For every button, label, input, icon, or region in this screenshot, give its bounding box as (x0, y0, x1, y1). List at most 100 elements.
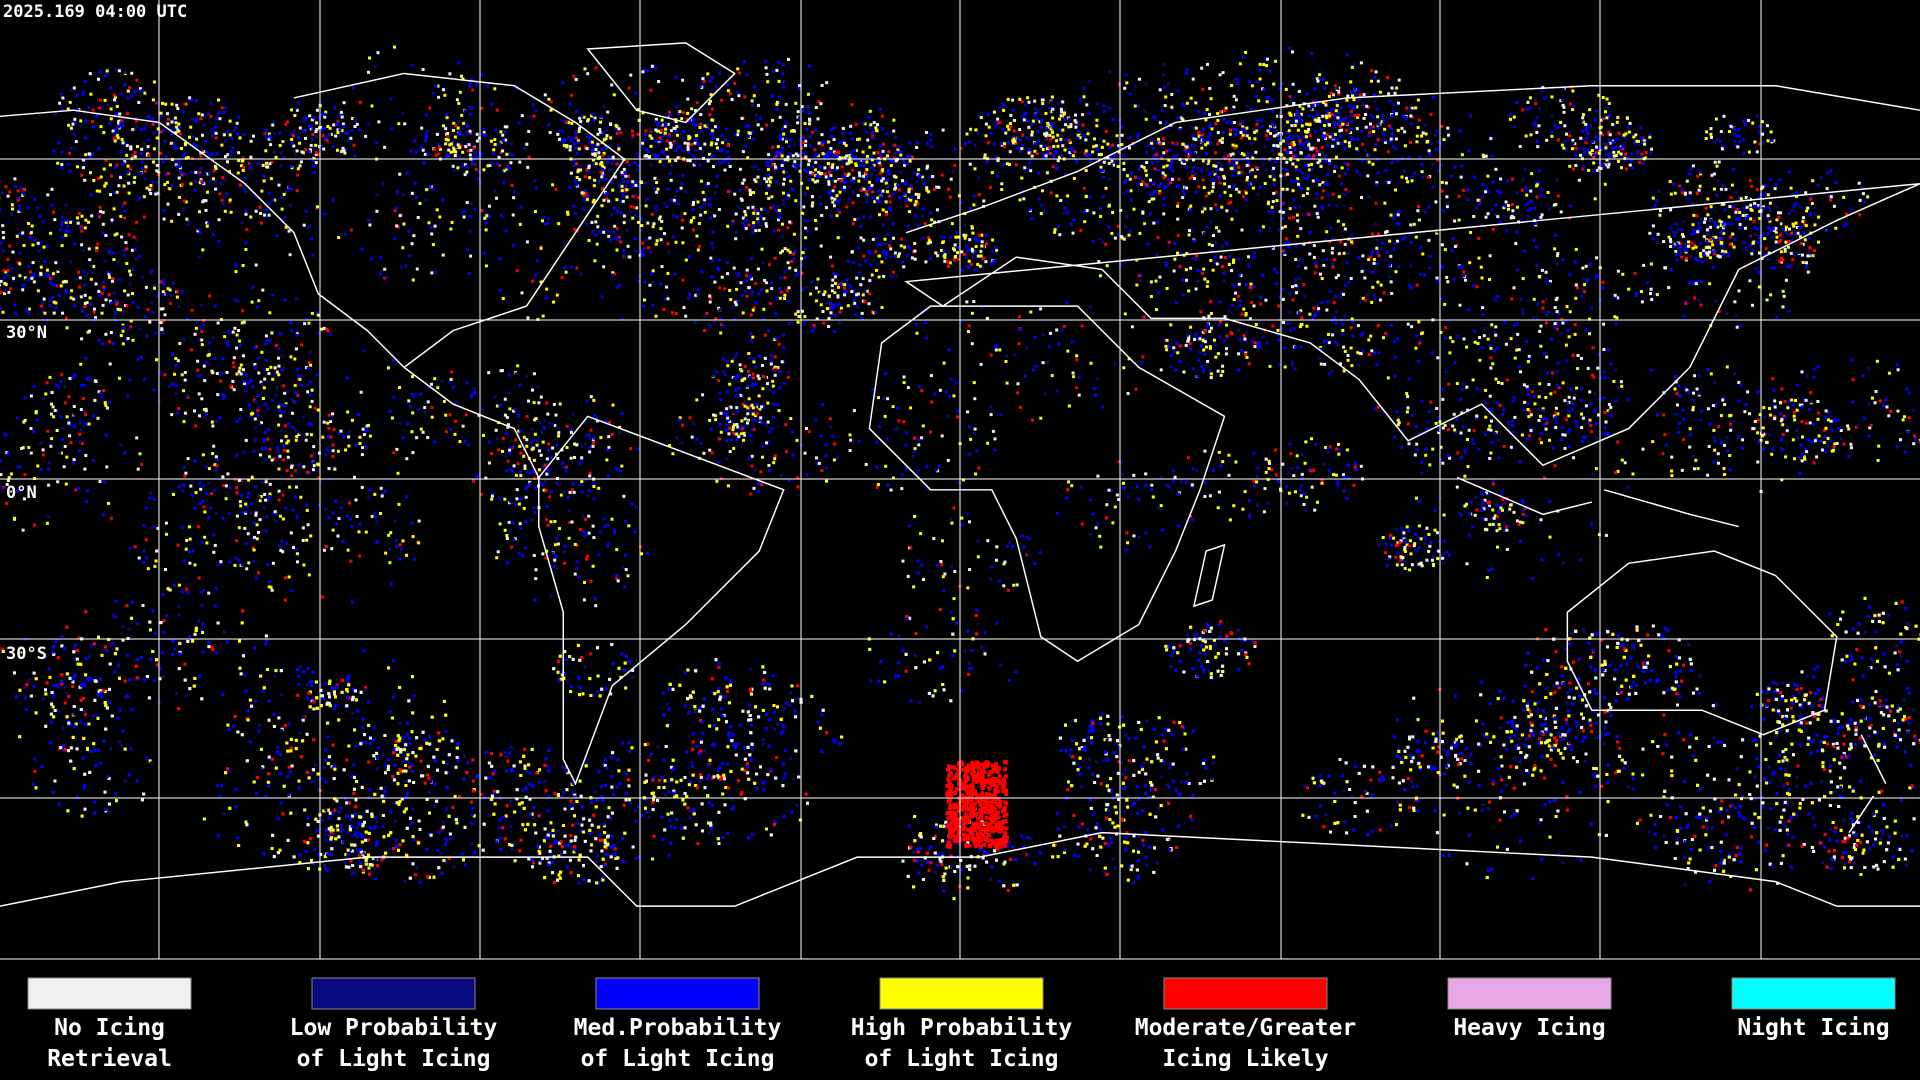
icing-pixel (1102, 139, 1106, 143)
icing-pixel (624, 174, 628, 178)
icing-pixel (641, 304, 645, 308)
icing-pixel (206, 190, 209, 194)
icing-pixel (139, 87, 142, 91)
icing-pixel (1758, 216, 1762, 220)
icing-pixel (1608, 133, 1612, 137)
icing-pixel (926, 241, 930, 245)
icing-pixel (1307, 142, 1311, 146)
icing-pixel (927, 190, 931, 194)
icing-pixel (1697, 188, 1701, 192)
icing-pixel (1022, 197, 1026, 201)
icing-pixel (381, 182, 385, 186)
icing-pixel (1268, 175, 1272, 179)
icing-pixel (1022, 118, 1026, 122)
icing-pixel (1266, 57, 1269, 61)
icing-pixel (1318, 77, 1321, 81)
icing-pixel (1302, 135, 1306, 139)
icing-pixel (757, 292, 761, 296)
icing-pixel (1405, 176, 1408, 180)
icing-pixel (1142, 166, 1146, 170)
icing-pixel (284, 225, 288, 229)
icing-pixel (782, 63, 785, 67)
icing-pixel (754, 229, 758, 233)
icing-pixel (375, 141, 379, 145)
icing-pixel (1374, 222, 1378, 226)
icing-pixel (829, 302, 832, 305)
icing-pixel (149, 271, 153, 275)
icing-pixel (260, 189, 264, 193)
icing-pixel (1146, 143, 1150, 147)
icing-pixel (336, 122, 340, 126)
icing-pixel (650, 128, 653, 131)
icing-pixel (1832, 204, 1836, 208)
icing-pixel (181, 183, 185, 186)
icing-pixel (1723, 144, 1726, 148)
icing-pixel (868, 252, 872, 256)
icing-pixel (97, 294, 101, 298)
icing-pixel (342, 124, 346, 128)
icing-pixel (1372, 93, 1376, 97)
icing-pixel (125, 262, 129, 265)
icing-pixel (1029, 122, 1033, 126)
icing-pixel (1191, 77, 1195, 81)
icing-pixel (171, 184, 174, 188)
icing-pixel (591, 158, 595, 162)
icing-pixel (1774, 230, 1778, 234)
icing-pixel (1100, 145, 1104, 149)
icing-pixel (1535, 245, 1539, 249)
icing-pixel (1337, 174, 1341, 178)
icing-pixel (1280, 82, 1284, 86)
icing-pixel (598, 230, 602, 234)
icing-pixel (1214, 151, 1218, 155)
icing-pixel (1307, 114, 1311, 118)
icing-pixel (1594, 276, 1598, 279)
icing-pixel (138, 254, 142, 258)
icing-pixel (1504, 200, 1508, 204)
icing-pixel (1757, 130, 1761, 134)
icing-pixel (1693, 296, 1697, 300)
icing-pixel (625, 228, 629, 232)
icing-pixel (515, 269, 519, 273)
icing-pixel (1360, 129, 1364, 133)
icing-pixel (732, 317, 736, 321)
icing-pixel (1778, 259, 1782, 263)
icing-pixel (1170, 93, 1174, 96)
icing-pixel (401, 112, 405, 115)
icing-pixel (1095, 118, 1099, 122)
icing-pixel (1200, 66, 1204, 70)
icing-pixel (1339, 182, 1343, 186)
icing-pixel (1318, 183, 1322, 187)
icing-pixel (1535, 195, 1539, 199)
icing-pixel (1116, 165, 1120, 168)
icing-pixel (569, 171, 573, 175)
icing-pixel (1102, 104, 1105, 108)
icing-pixel (1209, 97, 1213, 101)
icing-pixel (140, 147, 144, 151)
icing-pixel (91, 120, 95, 124)
icing-pixel (1188, 208, 1192, 212)
icing-pixel (880, 260, 884, 264)
icing-pixel (959, 146, 963, 150)
icing-pixel (862, 238, 866, 242)
icing-pixel (1779, 233, 1783, 237)
icing-pixel (1698, 184, 1702, 188)
icing-pixel (1072, 218, 1076, 222)
icing-pixel (1608, 114, 1611, 117)
icing-pixel (586, 119, 590, 123)
icing-pixel (1128, 92, 1132, 96)
icing-pixel (1222, 279, 1226, 283)
icing-pixel (144, 315, 147, 319)
icing-pixel (643, 181, 647, 185)
icing-pixel (838, 210, 842, 214)
icing-pixel (1426, 175, 1430, 179)
icing-pixel (832, 303, 836, 307)
icing-pixel (221, 176, 225, 180)
icing-pixel (121, 161, 125, 165)
icing-pixel (587, 239, 591, 242)
icing-pixel (1574, 296, 1578, 300)
icing-pixel (871, 134, 874, 138)
icing-pixel (311, 159, 315, 163)
icing-pixel (289, 164, 293, 168)
icing-pixel (495, 196, 498, 200)
icing-pixel (1801, 261, 1805, 264)
